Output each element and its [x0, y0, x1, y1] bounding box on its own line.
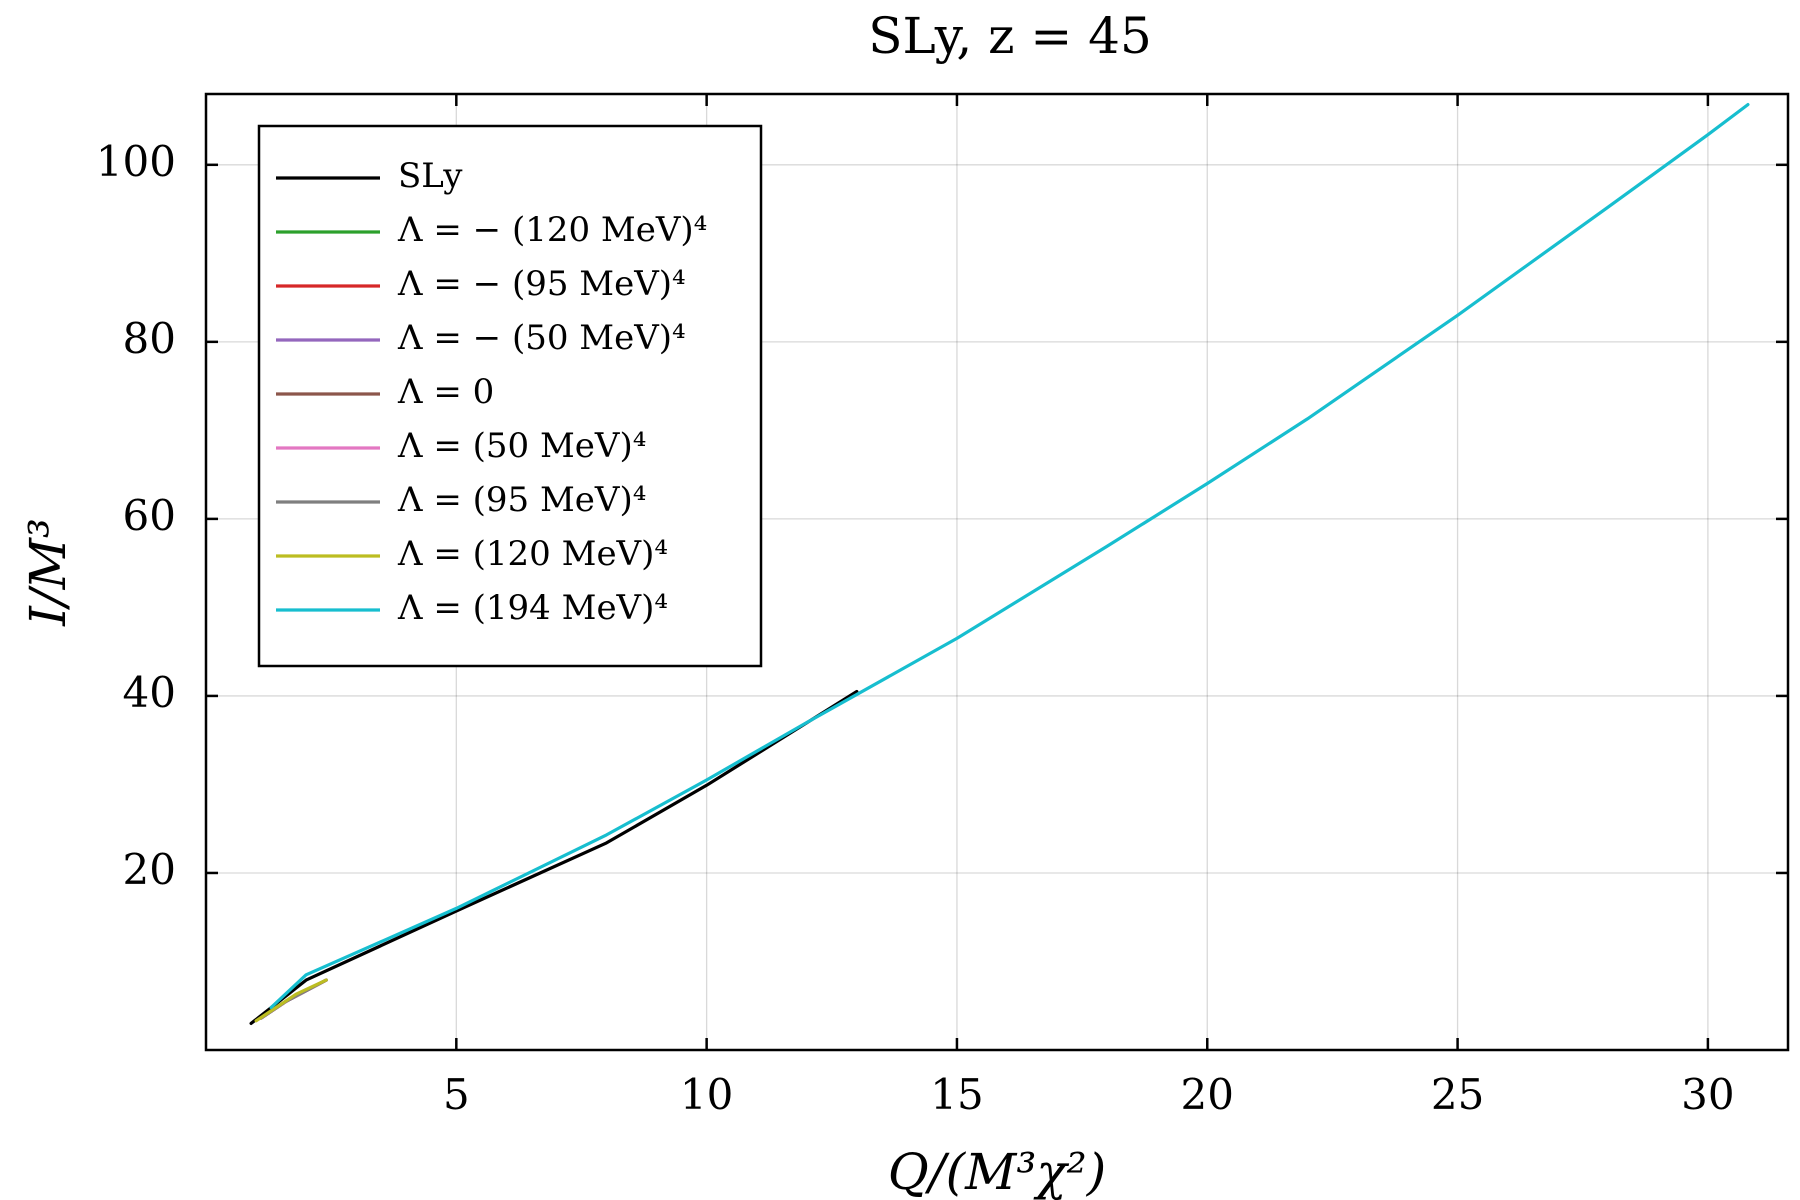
- legend-label: Λ = (194 MeV)⁴: [397, 588, 668, 628]
- series-line: [269, 103, 1750, 1010]
- legend-label: Λ = − (120 MeV)⁴: [397, 210, 707, 250]
- x-tick-label: 15: [930, 1070, 983, 1119]
- x-tick-label: 5: [443, 1070, 470, 1119]
- legend-label: Λ = (50 MeV)⁴: [397, 426, 646, 466]
- y-tick-label: 60: [123, 491, 176, 540]
- y-tick-label: 40: [123, 668, 176, 717]
- x-tick-label: 20: [1181, 1070, 1234, 1119]
- legend-label: Λ = 0: [397, 372, 494, 412]
- series-line: [254, 978, 328, 1023]
- legend-box: [257, 124, 763, 668]
- chart-title: SLy, z = 45: [868, 7, 1152, 65]
- x-tick-label: 25: [1431, 1070, 1484, 1119]
- series-layer: [249, 103, 1750, 1025]
- plot-frame: [204, 92, 1790, 1052]
- legend-label: Λ = − (50 MeV)⁴: [397, 318, 686, 358]
- legend-label: SLy: [398, 156, 463, 196]
- legend-label: Λ = − (95 MeV)⁴: [397, 264, 686, 304]
- y-axis-label: I/M³: [19, 518, 77, 627]
- x-axis-label: Q/(M³χ²): [888, 1143, 1106, 1200]
- series-line: [249, 689, 859, 1025]
- legend-label: Λ = (120 MeV)⁴: [397, 534, 668, 574]
- legend-label: Λ = (95 MeV)⁴: [397, 480, 646, 520]
- axis-ticks: 5 10 15 20 25 30 20 40 60 80 100: [96, 94, 1788, 1119]
- y-tick-label: 20: [123, 845, 176, 894]
- y-tick-label: 80: [123, 314, 176, 363]
- x-tick-label: 10: [680, 1070, 733, 1119]
- x-tick-label: 30: [1681, 1070, 1734, 1119]
- legend: SLy Λ = − (120 MeV)⁴ Λ = − (95 MeV)⁴ Λ = − …: [257, 124, 763, 668]
- y-tick-label: 100: [96, 137, 176, 186]
